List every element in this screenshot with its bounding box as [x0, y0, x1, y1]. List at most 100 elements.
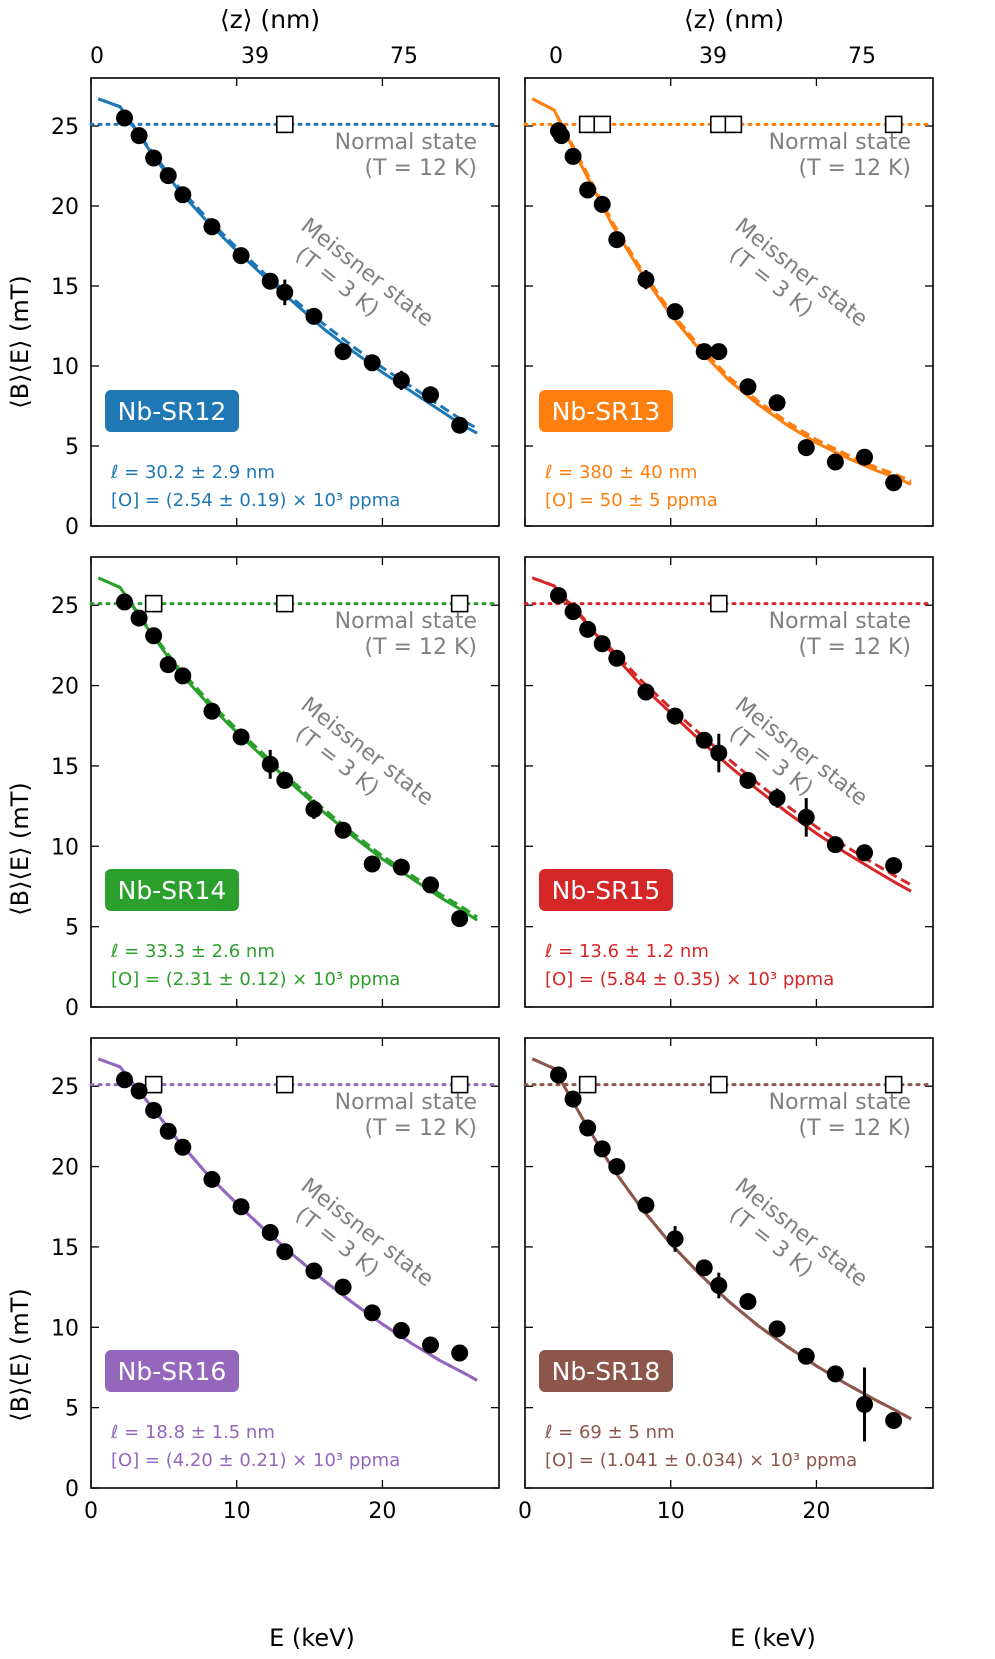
- sample-badge: [105, 1350, 239, 1392]
- meissner-point: [637, 1196, 655, 1214]
- normal-state-temp-label: (T = 12 K): [365, 1116, 477, 1141]
- meissner-point: [593, 1140, 611, 1158]
- y-tick-label: 15: [51, 755, 79, 780]
- normal-state-point: [593, 115, 612, 134]
- meissner-point: [768, 1320, 786, 1338]
- chart-panel-nb-sr15: Normal state(T = 12 K)Meissner state(T =…: [523, 556, 935, 1008]
- normal-state-point: [724, 115, 743, 134]
- meissner-point: [451, 416, 469, 434]
- meissner-point: [363, 354, 381, 372]
- meissner-point: [116, 1071, 134, 1089]
- meissner-point: [637, 271, 655, 289]
- meissner-point: [174, 667, 192, 685]
- normal-state-point: [144, 1075, 163, 1094]
- sample-badge-label: Nb-SR12: [118, 397, 227, 426]
- meissner-point: [695, 1259, 713, 1277]
- meissner-point: [145, 627, 163, 645]
- panel-frame: [90, 556, 500, 1008]
- meissner-point: [334, 1278, 352, 1296]
- meissner-annotation: Meissner state(T = 3 K): [290, 1174, 438, 1293]
- normal-state-label: Normal state: [769, 609, 911, 634]
- meissner-point: [451, 1344, 469, 1362]
- x-axis-label: E (keV): [269, 1624, 355, 1652]
- meissner-point: [145, 1101, 163, 1119]
- top-axis-label-right: ⟨z⟩ (nm): [684, 5, 784, 34]
- meissner-point: [797, 439, 815, 457]
- normal-state-label: Normal state: [335, 130, 477, 155]
- y-tick-label: 10: [51, 1316, 79, 1341]
- sample-badge: [539, 1350, 673, 1392]
- meissner-point: [768, 394, 786, 412]
- meissner-point: [305, 307, 323, 325]
- normal-state-temp-label: (T = 12 K): [799, 156, 911, 181]
- panel-frame: [524, 556, 934, 1008]
- x-tick-label: 20: [368, 1499, 396, 1524]
- meissner-point: [261, 1223, 279, 1241]
- meissner-point: [261, 272, 279, 290]
- top-axis-label-left: ⟨z⟩ (nm): [220, 5, 320, 34]
- meissner-point: [422, 386, 440, 404]
- meissner-point: [564, 1090, 582, 1108]
- sample-badge-label: Nb-SR14: [118, 876, 227, 905]
- sample-badge: [105, 869, 239, 911]
- y-tick-label: 5: [65, 1397, 79, 1422]
- oxygen-concentration-label: [O] = 50 ± 5 ppma: [545, 490, 718, 511]
- top-axis-header: ⟨z⟩ (nm) ⟨z⟩ (nm) 0 39 75 0 39 75: [90, 5, 876, 69]
- meissner-point: [739, 771, 757, 789]
- meissner-point: [116, 593, 134, 611]
- normal-state-label: Normal state: [335, 609, 477, 634]
- meissner-point: [579, 620, 597, 638]
- meissner-point: [826, 836, 844, 854]
- meissner-point: [232, 1198, 250, 1216]
- y-tick-label: 0: [65, 515, 79, 540]
- x-axis-labels: E (keV) E (keV): [269, 1624, 816, 1652]
- mean-free-path-label: ℓ = 30.2 ± 2.9 nm: [110, 462, 275, 483]
- sample-badge: [105, 390, 239, 432]
- meissner-point: [422, 1336, 440, 1354]
- meissner-point: [885, 857, 903, 875]
- normal-state-temp-label: (T = 12 K): [365, 635, 477, 660]
- mean-free-path-label: ℓ = 13.6 ± 1.2 nm: [544, 941, 709, 962]
- meissner-point: [579, 1119, 597, 1137]
- meissner-point: [593, 195, 611, 213]
- y-tick-label: 10: [51, 835, 79, 860]
- x-axis-label: E (keV): [730, 1624, 816, 1652]
- sample-badge-label: Nb-SR13: [552, 397, 661, 426]
- meissner-point: [768, 789, 786, 807]
- mean-free-path-label: ℓ = 380 ± 40 nm: [544, 462, 697, 483]
- oxygen-concentration-label: [O] = (2.31 ± 0.12) × 10³ ppma: [111, 969, 400, 990]
- meissner-point: [593, 635, 611, 653]
- meissner-point: [856, 844, 874, 862]
- normal-state-temp-label: (T = 12 K): [365, 156, 477, 181]
- meissner-point: [826, 453, 844, 471]
- normal-state-point: [450, 594, 469, 613]
- normal-state-temp-label: (T = 12 K): [799, 635, 911, 660]
- meissner-point: [130, 609, 148, 627]
- panel-frame: [90, 77, 500, 527]
- chart-panel-nb-sr13: Normal state(T = 12 K) Meissner state(T =…: [523, 77, 935, 527]
- meissner-point: [159, 656, 177, 674]
- meissner-point: [392, 371, 410, 389]
- normal-state-point: [709, 594, 728, 613]
- normal-state-point: [578, 1075, 597, 1094]
- meissner-annotation: Meissner state(T = 3 K): [724, 1174, 872, 1293]
- oxygen-concentration-label: [O] = (4.20 ± 0.21) × 10³ ppma: [111, 1450, 400, 1471]
- meissner-point: [552, 127, 570, 145]
- normal-state-point: [709, 115, 728, 134]
- normal-state-point: [144, 594, 163, 613]
- meissner-point: [145, 149, 163, 167]
- sample-badge: [539, 869, 673, 911]
- meissner-point: [174, 1138, 192, 1156]
- meissner-point: [334, 821, 352, 839]
- meissner-point: [305, 800, 323, 818]
- y-tick-label: 20: [51, 675, 79, 700]
- y-tick-label: 20: [51, 1156, 79, 1181]
- top-tick-label: 39: [699, 44, 727, 69]
- meissner-point: [174, 186, 192, 204]
- meissner-point: [261, 755, 279, 773]
- normal-state-point: [578, 115, 597, 134]
- meissner-point: [710, 1277, 728, 1294]
- y-tick-label: 15: [51, 275, 79, 300]
- x-tick-label: 20: [802, 1499, 830, 1524]
